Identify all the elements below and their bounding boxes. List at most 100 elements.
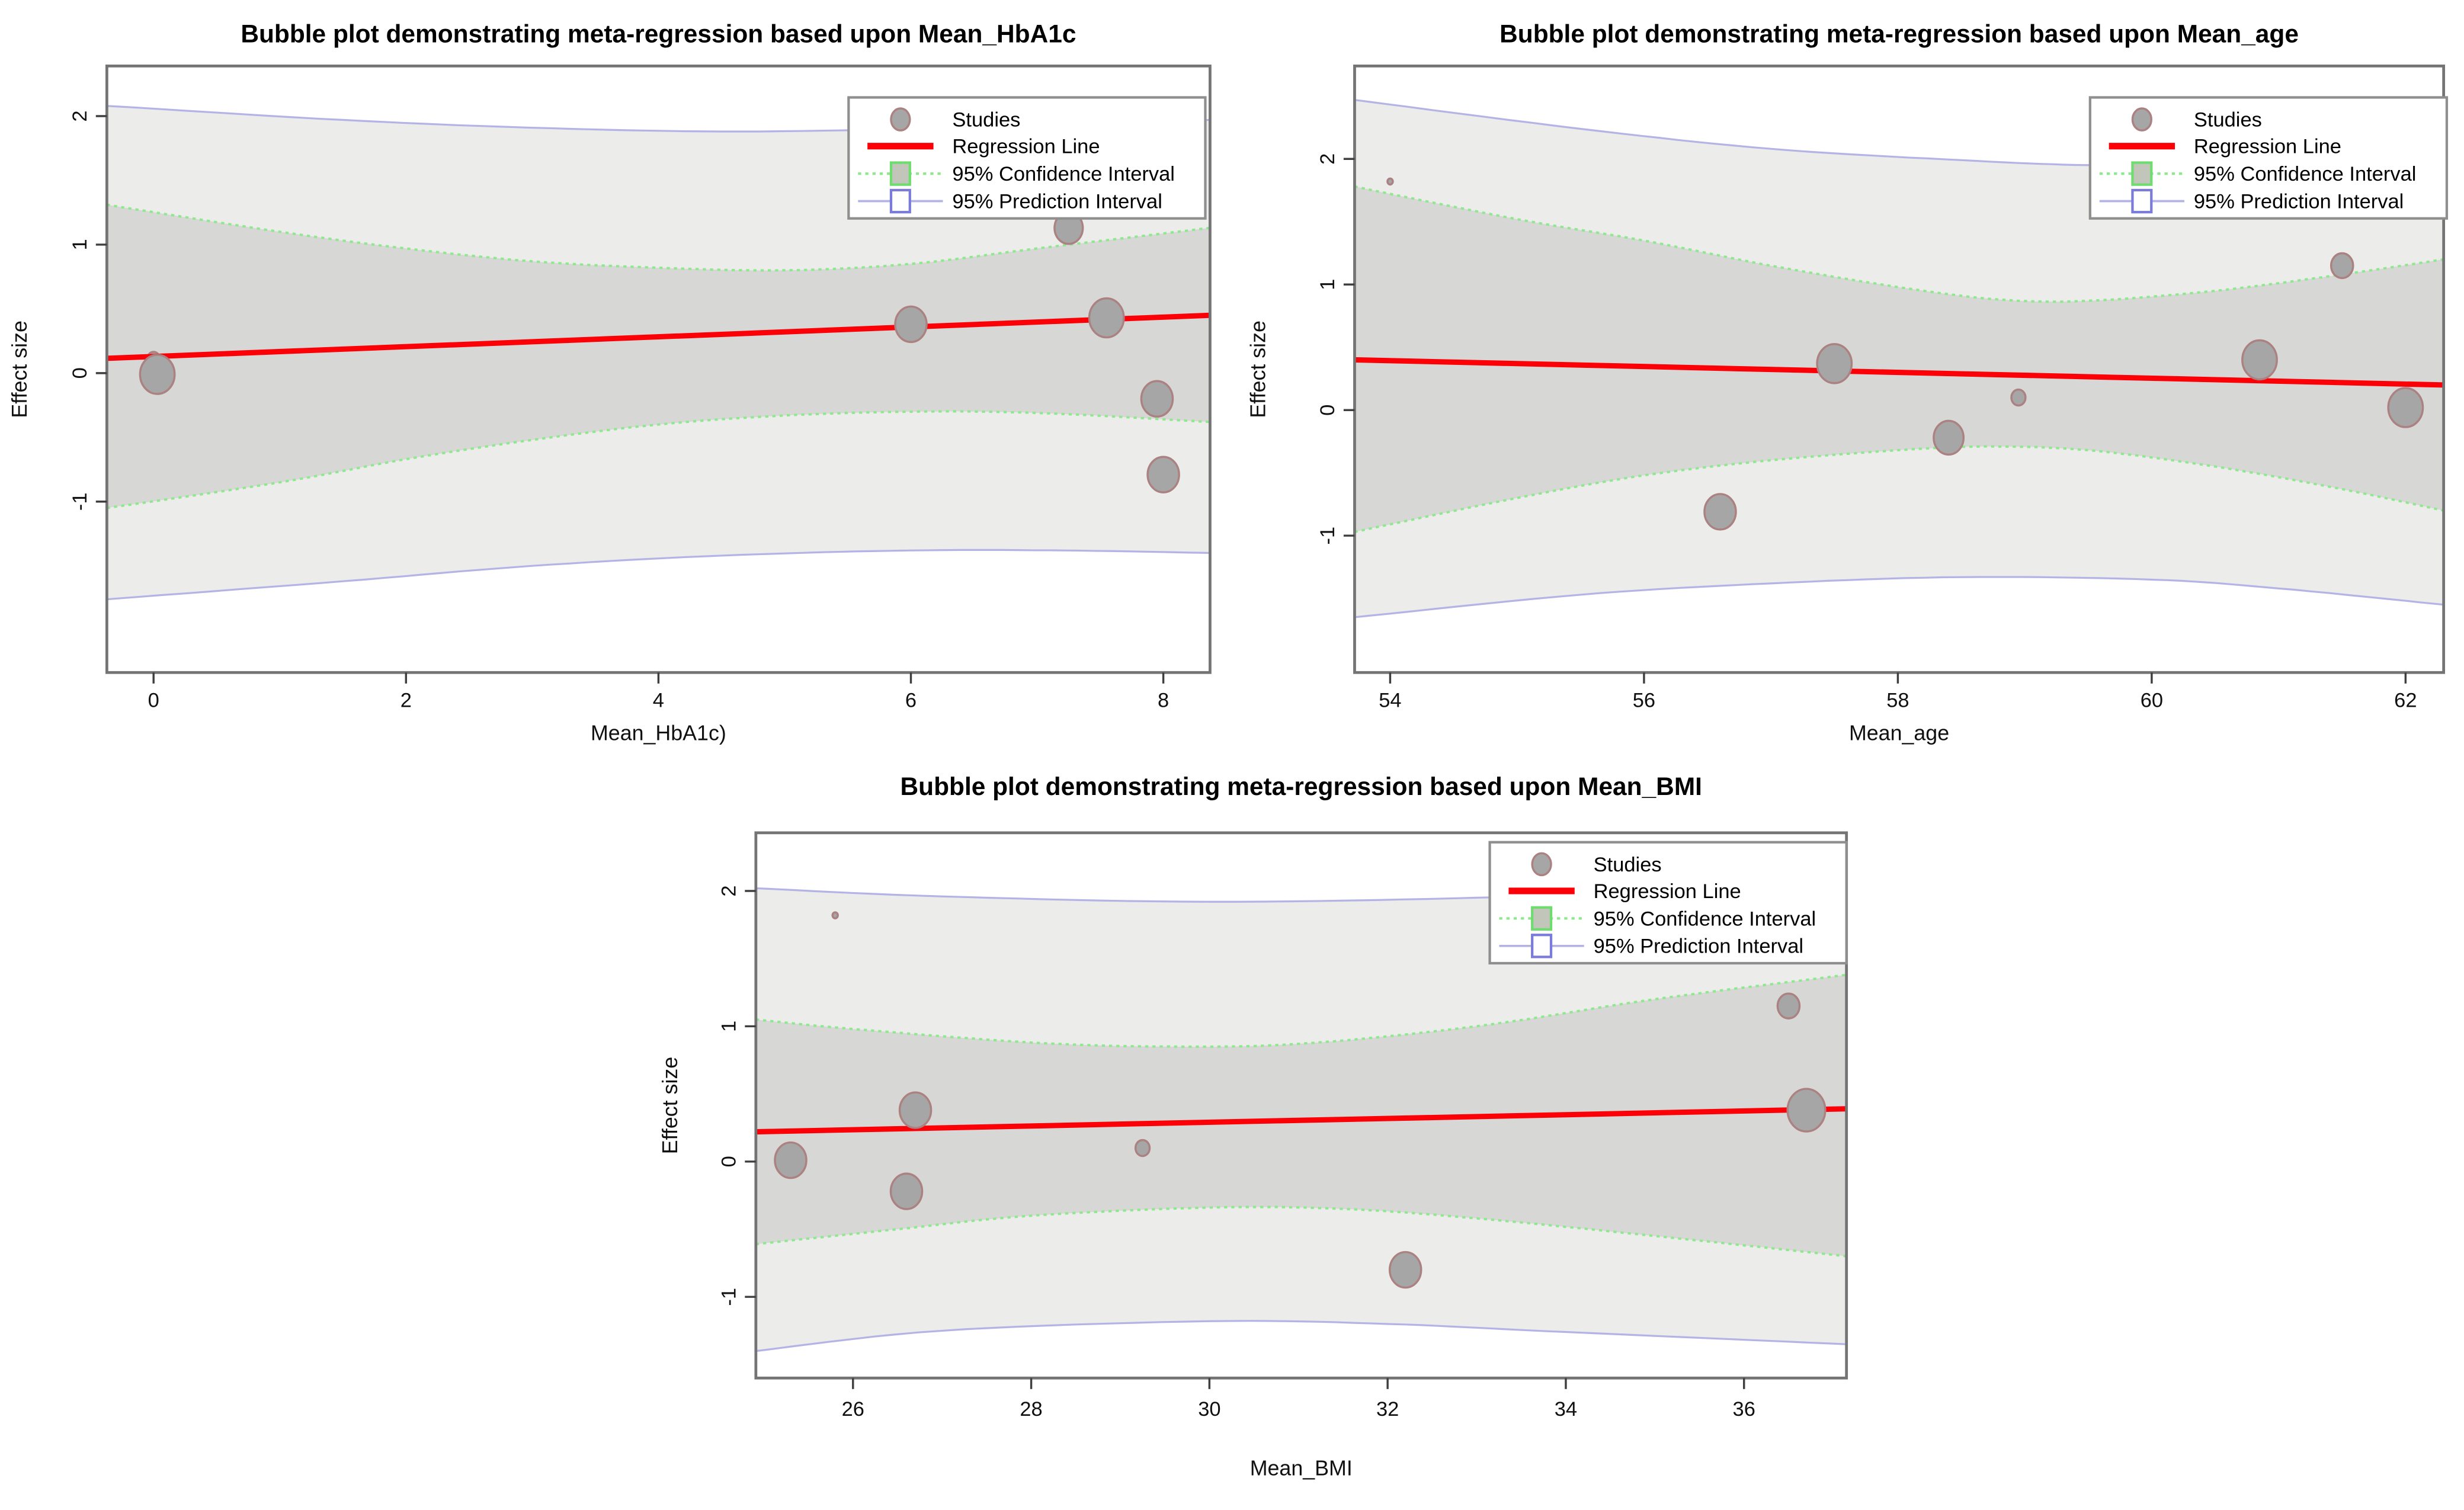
legend-label: Regression Line bbox=[1594, 880, 1741, 903]
legend-studies-marker bbox=[890, 107, 911, 132]
study-bubble bbox=[139, 354, 176, 395]
study-bubble bbox=[2241, 339, 2278, 381]
plot-border bbox=[754, 831, 1848, 1380]
x-tick-label: 62 bbox=[2394, 690, 2417, 712]
y-tick-label: 1 bbox=[69, 239, 91, 250]
x-tick-label: 26 bbox=[842, 1398, 864, 1421]
study-bubble bbox=[774, 1141, 808, 1179]
bubble-plot-age: 54 56 58 60 62 -1 0 1 2 Bubble plot demonstrating… bbox=[1241, 0, 2464, 762]
x-tick-label: 28 bbox=[1020, 1398, 1042, 1421]
bubble-plot-hba1c: 0 2 4 6 8 -1 0 1 2 Bubble plot demonstrating meta… bbox=[0, 0, 1241, 762]
y-tick-label: -1 bbox=[1316, 527, 1339, 545]
bubble-plot-svg-hba1c: 0 2 4 6 8 -1 0 1 2 Bubble plot demonstrating meta… bbox=[8, 20, 1212, 745]
x-tick-label: 0 bbox=[148, 690, 159, 712]
study-bubble bbox=[1933, 419, 1965, 456]
legend-label: 95% Confidence Interval bbox=[2194, 163, 2417, 185]
plot-area-hba1c bbox=[107, 105, 1210, 601]
legend-label: 95% Confidence Interval bbox=[1594, 908, 1816, 930]
confidence-interval-band bbox=[107, 204, 1210, 508]
x-tick-label: 8 bbox=[1158, 690, 1169, 712]
legend-pi-square-swatch bbox=[1531, 934, 1553, 958]
y-tick-label: 1 bbox=[717, 1021, 740, 1032]
x-tick-label: 30 bbox=[1198, 1398, 1220, 1421]
study-bubble bbox=[1088, 297, 1125, 339]
legend-studies-marker bbox=[1531, 852, 1552, 877]
y-axis-label-bmi: Effect size bbox=[658, 1057, 682, 1154]
x-tick-label: 36 bbox=[1733, 1398, 1755, 1421]
pi-lower-line bbox=[107, 549, 1210, 601]
legend-studies-marker bbox=[2131, 107, 2152, 132]
study-bubble bbox=[1146, 456, 1180, 493]
legend-ci-square-swatch bbox=[889, 161, 911, 186]
legend-label: Studies bbox=[952, 109, 1020, 132]
x-tick-label: 56 bbox=[1633, 690, 1655, 712]
bubble-plot-svg-age: 54 56 58 60 62 -1 0 1 2 Bubble plot demonstrating… bbox=[1246, 20, 2449, 745]
legend-label: Studies bbox=[2194, 109, 2262, 132]
study-bubble bbox=[1134, 1139, 1151, 1158]
x-tick-label: 2 bbox=[400, 690, 412, 712]
regression-line bbox=[107, 312, 1210, 361]
y-tick-label: 2 bbox=[1316, 153, 1339, 165]
x-tick-label: 34 bbox=[1555, 1398, 1577, 1421]
bubble-plot-svg-bmi: 26 28 30 32 34 36 -1 0 1 2 Bubble plot demonstrati… bbox=[658, 772, 1848, 1480]
legend-label: Regression Line bbox=[952, 136, 1100, 158]
study-bubble bbox=[898, 1091, 933, 1129]
ci-lower-line bbox=[107, 410, 1210, 509]
legend-label: 95% Prediction Interval bbox=[2194, 190, 2404, 213]
legend-bmi: Studies Regression Line 95% Confidence Int… bbox=[1488, 841, 1848, 965]
y-tick-label: -1 bbox=[717, 1288, 740, 1306]
study-bubble bbox=[2010, 388, 2027, 407]
ci-upper-line bbox=[107, 203, 1210, 272]
y-tick-label: 0 bbox=[69, 367, 91, 379]
y-tick-label: 2 bbox=[69, 110, 91, 121]
legend-pi-square-swatch bbox=[2131, 188, 2153, 214]
legend-label: 95% Prediction Interval bbox=[952, 190, 1162, 213]
x-axis-label-age: Mean_age bbox=[1849, 721, 1949, 745]
legend-label: 95% Prediction Interval bbox=[1594, 935, 1803, 958]
plot-border bbox=[1353, 65, 2446, 674]
x-tick-label: 32 bbox=[1376, 1398, 1399, 1421]
x-tick-label: 60 bbox=[2141, 690, 2163, 712]
legend-pi-square-swatch bbox=[889, 188, 911, 214]
x-axis-label-hba1c: Mean_HbA1c) bbox=[591, 721, 726, 745]
chart-title-bmi: Bubble plot demonstrating meta-regressio… bbox=[901, 772, 1702, 800]
legend-label: 95% Confidence Interval bbox=[952, 163, 1175, 185]
legend-ci-square-swatch bbox=[1531, 906, 1553, 931]
y-tick-label: 0 bbox=[717, 1156, 740, 1167]
y-axis-label-age: Effect size bbox=[1246, 320, 1270, 418]
pi-lower-line bbox=[1354, 576, 2444, 618]
y-tick-label: 1 bbox=[1316, 279, 1339, 290]
x-tick-label: 58 bbox=[1886, 690, 1909, 712]
study-bubble bbox=[1140, 380, 1174, 418]
plot-area-age bbox=[1354, 99, 2444, 618]
study-bubble bbox=[1816, 343, 1853, 384]
study-bubble bbox=[894, 305, 928, 344]
confidence-interval-band bbox=[755, 974, 1847, 1256]
y-tick-label: -1 bbox=[69, 492, 91, 511]
study-bubble bbox=[1776, 992, 1801, 1020]
x-tick-label: 6 bbox=[905, 690, 917, 712]
regression-line bbox=[1354, 357, 2444, 388]
legend-label: Regression Line bbox=[2194, 136, 2341, 158]
ci-upper-line bbox=[755, 973, 1847, 1048]
y-tick-label: 0 bbox=[1316, 405, 1339, 416]
study-bubble bbox=[831, 911, 839, 919]
legend-label: Studies bbox=[1594, 854, 1662, 876]
study-bubble bbox=[2330, 252, 2354, 280]
chart-title-age: Bubble plot demonstrating meta-regressio… bbox=[1499, 20, 2299, 48]
confidence-interval-band bbox=[1354, 186, 2444, 532]
y-axis-label-hba1c: Effect size bbox=[8, 320, 31, 418]
bubble-plot-bmi: 26 28 30 32 34 36 -1 0 1 2 Bubble plot demonstrati… bbox=[629, 770, 1870, 1510]
legend-age: Studies Regression Line 95% Confidence Int… bbox=[2088, 96, 2449, 220]
study-bubble bbox=[889, 1172, 924, 1210]
x-tick-label: 54 bbox=[1379, 690, 1401, 712]
plot-area-bmi bbox=[755, 879, 1847, 1352]
study-bubble bbox=[1388, 1251, 1422, 1289]
study-bubble bbox=[2387, 387, 2424, 428]
pi-lower-line bbox=[755, 1320, 1847, 1352]
chart-title-hba1c: Bubble plot demonstrating meta-regressio… bbox=[241, 20, 1076, 48]
ci-lower-line bbox=[1354, 445, 2444, 533]
x-tick-label: 4 bbox=[653, 690, 664, 712]
x-axis-label-bmi: Mean_BMI bbox=[1250, 1457, 1353, 1480]
